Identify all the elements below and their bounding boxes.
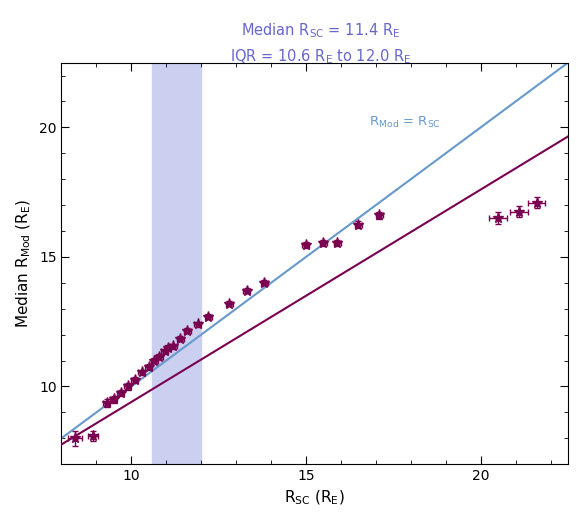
Text: IQR = 10.6 R$_\mathrm{E}$ to 12.0 R$_\mathrm{E}$: IQR = 10.6 R$_\mathrm{E}$ to 12.0 R$_\ma…	[230, 47, 411, 66]
Bar	[152, 63, 201, 464]
Y-axis label: Median R$_\mathrm{Mod}$ (R$_\mathrm{E}$): Median R$_\mathrm{Mod}$ (R$_\mathrm{E}$)	[15, 199, 33, 328]
Text: R$_\mathrm{Mod}$ = R$_\mathrm{SC}$: R$_\mathrm{Mod}$ = R$_\mathrm{SC}$	[369, 115, 441, 130]
Text: Median R$_\mathrm{SC}$ = 11.4 R$_\mathrm{E}$: Median R$_\mathrm{SC}$ = 11.4 R$_\mathrm…	[241, 21, 400, 40]
X-axis label: R$_\mathrm{SC}$ (R$_\mathrm{E}$): R$_\mathrm{SC}$ (R$_\mathrm{E}$)	[285, 489, 345, 507]
